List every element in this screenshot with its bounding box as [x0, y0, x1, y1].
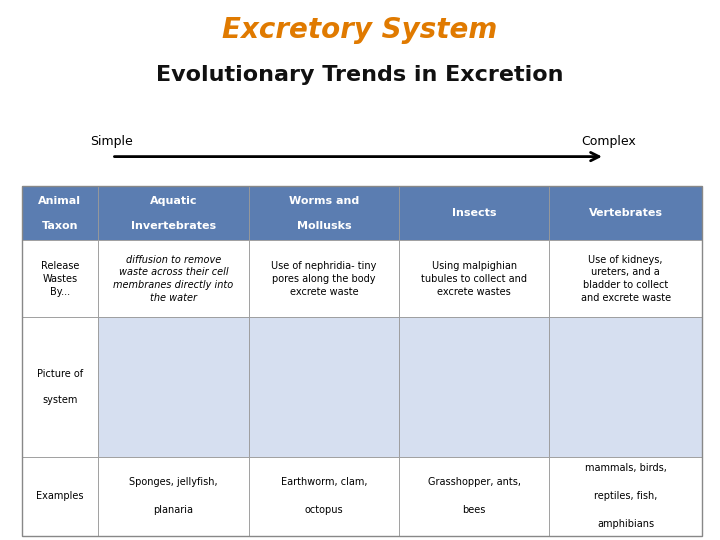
Bar: [22, 186, 98, 240]
Bar: [549, 186, 702, 240]
Text: Simple: Simple: [90, 136, 133, 148]
Bar: [549, 240, 702, 318]
Bar: [22, 318, 98, 457]
Text: Earthworm, clam,

octopus: Earthworm, clam, octopus: [281, 477, 367, 515]
Bar: [248, 318, 399, 457]
Text: Evolutionary Trends in Excretion: Evolutionary Trends in Excretion: [156, 65, 564, 85]
Text: Sponges, jellyfish,

planaria: Sponges, jellyfish, planaria: [129, 477, 217, 515]
Text: Insects: Insects: [452, 208, 497, 218]
Bar: [98, 318, 248, 457]
Bar: [98, 240, 248, 318]
Bar: [22, 240, 98, 318]
Text: Complex: Complex: [581, 136, 636, 148]
Text: Excretory System: Excretory System: [222, 16, 498, 44]
Text: mammals, birds,

reptiles, fish,

amphibians: mammals, birds, reptiles, fish, amphibia…: [585, 463, 667, 529]
Text: Animal

Taxon: Animal Taxon: [38, 196, 81, 231]
Bar: [248, 457, 399, 536]
Bar: [22, 186, 702, 536]
Bar: [399, 240, 549, 318]
Text: Examples: Examples: [36, 491, 84, 501]
Text: Use of nephridia- tiny
pores along the body
excrete waste: Use of nephridia- tiny pores along the b…: [271, 261, 377, 296]
Bar: [98, 186, 248, 240]
Bar: [399, 186, 549, 240]
Text: Vertebrates: Vertebrates: [589, 208, 662, 218]
Bar: [399, 318, 549, 457]
Bar: [22, 457, 98, 536]
Text: diffusion to remove
waste across their cell
membranes directly into
the water: diffusion to remove waste across their c…: [113, 255, 233, 303]
Bar: [248, 240, 399, 318]
Text: Worms and

Mollusks: Worms and Mollusks: [289, 196, 359, 231]
Text: Use of kidneys,
ureters, and a
bladder to collect
and excrete waste: Use of kidneys, ureters, and a bladder t…: [580, 255, 671, 303]
Text: Picture of

system: Picture of system: [37, 369, 83, 406]
Text: Using malpighian
tubules to collect and
excrete wastes: Using malpighian tubules to collect and …: [421, 261, 527, 296]
Bar: [399, 457, 549, 536]
Text: Grasshopper, ants,

bees: Grasshopper, ants, bees: [428, 477, 521, 515]
Bar: [98, 457, 248, 536]
Bar: [549, 318, 702, 457]
Text: Aquatic

Invertebrates: Aquatic Invertebrates: [131, 196, 216, 231]
Bar: [549, 457, 702, 536]
Bar: [248, 186, 399, 240]
Text: Release
Wastes
By...: Release Wastes By...: [41, 261, 79, 296]
